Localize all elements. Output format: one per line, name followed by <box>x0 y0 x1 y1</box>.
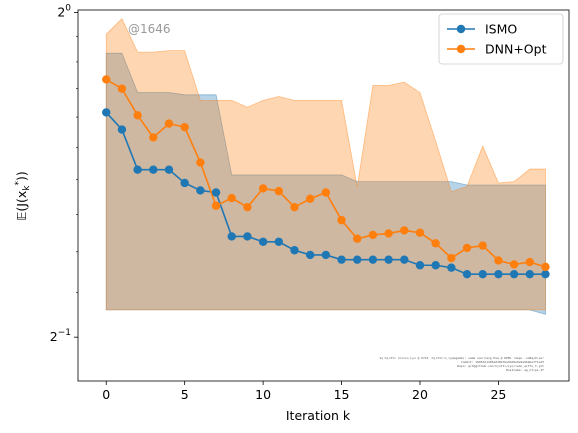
annotation-label: @1646 <box>128 22 171 36</box>
point-ismo-16 <box>353 255 362 264</box>
point-dnn-opt-0 <box>102 75 111 84</box>
point-dnn-opt-25 <box>494 256 503 265</box>
y-tick-label-0: 20 <box>57 4 71 20</box>
x-axis-ticks: 0 5 10 15 20 25 <box>102 381 506 402</box>
y-axis-ticks: 20 2−1 <box>50 4 78 344</box>
point-ismo-21 <box>431 261 440 270</box>
point-ismo-14 <box>321 250 331 260</box>
point-dnn-opt-13 <box>305 194 315 203</box>
point-dnn-opt-9 <box>243 202 252 212</box>
point-dnn-opt-17 <box>368 230 378 240</box>
point-ismo-24 <box>478 269 487 279</box>
footer-note: by:hjotti (hixon Lyo @ 9716 :hjotti:m_ly… <box>380 356 545 372</box>
point-dnn-opt-28 <box>541 262 550 272</box>
point-ismo-22 <box>447 263 456 272</box>
point-dnn-opt-1 <box>117 84 127 93</box>
footer-note-line-1: Commit: 16853d1d05e0d0b7ba9dd0a9e9e96bbe… <box>461 360 544 364</box>
point-dnn-opt-22 <box>447 253 456 263</box>
point-dnn-opt-7 <box>211 201 221 210</box>
point-ismo-8 <box>227 232 236 241</box>
point-dnn-opt-16 <box>353 234 362 243</box>
point-dnn-opt-2 <box>133 111 142 120</box>
point-ismo-5 <box>180 178 189 188</box>
point-ismo-6 <box>196 186 205 195</box>
point-ismo-18 <box>384 255 393 264</box>
x-tick-label-15: 15 <box>334 387 350 402</box>
x-tick-label-25: 25 <box>490 387 506 402</box>
point-dnn-opt-23 <box>462 243 472 253</box>
point-ismo-2 <box>133 165 142 174</box>
point-ismo-7 <box>211 188 221 197</box>
point-dnn-opt-6 <box>196 158 205 167</box>
point-dnn-opt-18 <box>384 229 393 238</box>
y-axis-label: 𝔼(J(xk*)) <box>14 171 32 220</box>
point-ismo-13 <box>305 250 315 260</box>
point-dnn-opt-15 <box>337 215 346 225</box>
legend: ISMO DNN+Opt <box>438 13 564 65</box>
point-dnn-opt-26 <box>509 260 519 269</box>
footer-note-line-2: Repo: git@github.com:hjotti/Lyo/ismo_act… <box>457 364 544 368</box>
point-ismo-20 <box>415 261 425 270</box>
point-ismo-1 <box>117 125 127 134</box>
point-ismo-27 <box>525 269 534 279</box>
point-ismo-11 <box>274 237 283 246</box>
y-tick-label-1: 2−1 <box>50 328 71 344</box>
point-dnn-opt-8 <box>227 193 236 203</box>
legend-box <box>438 13 564 65</box>
legend-dnn-marker <box>456 44 466 54</box>
point-dnn-opt-14 <box>321 188 331 197</box>
point-ismo-17 <box>368 255 378 264</box>
point-ismo-28 <box>541 269 550 279</box>
point-ismo-19 <box>400 255 409 264</box>
point-dnn-opt-19 <box>400 226 409 235</box>
point-ismo-0 <box>102 108 111 117</box>
point-dnn-opt-3 <box>149 133 158 142</box>
legend-dnn-label: DNN+Opt <box>485 42 547 57</box>
point-ismo-10 <box>258 237 268 246</box>
x-tick-label-0: 0 <box>102 387 110 402</box>
point-dnn-opt-20 <box>415 228 425 237</box>
x-tick-label-10: 10 <box>255 387 271 402</box>
x-axis-label: Iteration k <box>286 408 351 423</box>
point-ismo-3 <box>149 165 158 174</box>
series-markers <box>102 75 550 279</box>
point-ismo-23 <box>462 269 472 279</box>
point-ismo-26 <box>509 269 519 279</box>
point-dnn-opt-10 <box>258 184 268 193</box>
point-dnn-opt-11 <box>274 186 283 196</box>
point-ismo-12 <box>290 246 299 255</box>
point-dnn-opt-24 <box>478 241 487 250</box>
point-ismo-25 <box>494 269 503 279</box>
footer-note-line-0: by:hjotti (hixon Lyo @ 9716 :hjotti:m_ly… <box>380 356 545 360</box>
point-ismo-9 <box>243 232 252 241</box>
x-tick-label-5: 5 <box>181 387 189 402</box>
point-dnn-opt-21 <box>431 239 440 248</box>
legend-ismo-marker <box>456 24 466 34</box>
point-dnn-opt-27 <box>525 257 534 267</box>
point-ismo-15 <box>337 255 346 264</box>
point-dnn-opt-4 <box>164 119 174 128</box>
band-dnn-opt <box>105 18 546 311</box>
x-tick-label-20: 20 <box>412 387 428 402</box>
band-ismo <box>105 52 546 315</box>
confidence-bands <box>105 18 546 315</box>
y-axis-label-text: 𝔼(J(xk*)) <box>14 171 32 220</box>
point-ismo-4 <box>164 165 174 174</box>
point-dnn-opt-12 <box>290 202 299 212</box>
legend-ismo-label: ISMO <box>485 22 517 37</box>
plot-frame <box>77 9 570 382</box>
footer-note-line-3: Hostname: ag_hlcps.2f <box>506 368 544 372</box>
point-dnn-opt-5 <box>180 122 189 132</box>
